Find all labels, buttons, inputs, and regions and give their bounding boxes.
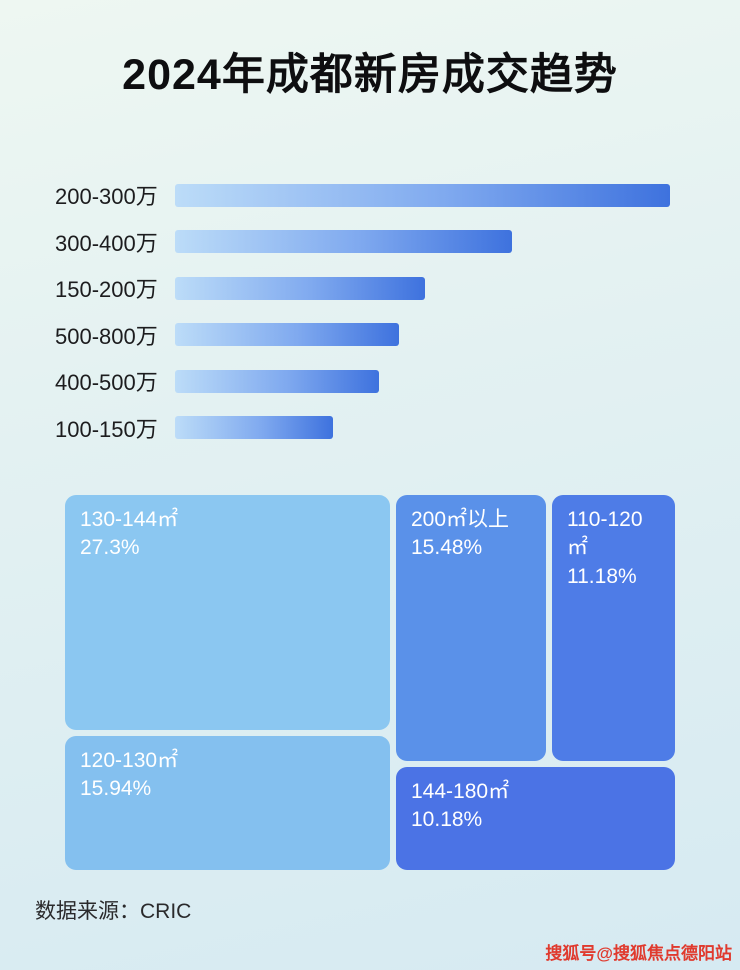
- data-source: 数据来源：CRIC: [35, 900, 192, 923]
- treemap-block-200-plus: 200㎡以上 15.48%: [396, 495, 546, 761]
- bar-label: 100-150万: [55, 416, 158, 442]
- bar-track: [175, 369, 685, 393]
- bar-label: 300-400万: [55, 230, 158, 256]
- bar: [175, 369, 379, 393]
- bar-row: 100-150万: [55, 405, 685, 452]
- bar-row: 200-300万: [55, 172, 685, 219]
- bar: [175, 276, 425, 300]
- bar-row: 300-400万: [55, 219, 685, 266]
- bar-label: 500-800万: [55, 323, 158, 349]
- page-title: 2024年成都新房成交趋势: [122, 51, 618, 99]
- bar-label: 150-200万: [55, 277, 158, 303]
- treemap-block-label: 120-130㎡: [80, 749, 179, 772]
- bar-track: [175, 416, 685, 440]
- bar-label: 400-500万: [55, 370, 158, 396]
- treemap-block-144-180: 144-180㎡ 10.18%: [396, 767, 675, 870]
- bar: [175, 230, 512, 254]
- treemap-block-value: 11.18%: [567, 564, 637, 588]
- treemap-block-label: 110-120㎡: [567, 508, 643, 560]
- treemap-block-110-120: 110-120㎡ 11.18%: [552, 495, 675, 761]
- treemap-block-value: 15.94%: [80, 777, 152, 801]
- bar-row: 150-200万: [55, 265, 685, 312]
- bar-track: [175, 230, 685, 254]
- treemap-block-value: 27.3%: [80, 536, 140, 560]
- bar-track: [175, 323, 685, 347]
- treemap-block-label: 144-180㎡: [411, 780, 510, 803]
- bar: [175, 416, 334, 440]
- bar: [175, 323, 400, 347]
- treemap-block-130-144: 130-144㎡ 27.3%: [65, 495, 390, 730]
- treemap-block-value: 15.48%: [411, 536, 483, 560]
- treemap-block-120-130: 120-130㎡ 15.94%: [65, 736, 390, 870]
- bar-row: 400-500万: [55, 358, 685, 405]
- bar-label: 200-300万: [55, 184, 158, 210]
- bar-track: [175, 183, 685, 207]
- bar-track: [175, 276, 685, 300]
- bar: [175, 183, 670, 207]
- area-treemap: 130-144㎡ 27.3% 120-130㎡ 15.94% 200㎡以上 15…: [65, 495, 675, 870]
- treemap-block-label: 200㎡以上: [411, 508, 510, 531]
- watermark: 搜狐号@搜狐焦点德阳站: [545, 944, 732, 963]
- treemap-block-value: 10.18%: [411, 808, 483, 832]
- treemap-block-label: 130-144㎡: [80, 508, 179, 531]
- bar-row: 500-800万: [55, 312, 685, 359]
- price-bar-chart: 200-300万 300-400万 150-200万 500-800万 400-…: [55, 172, 685, 451]
